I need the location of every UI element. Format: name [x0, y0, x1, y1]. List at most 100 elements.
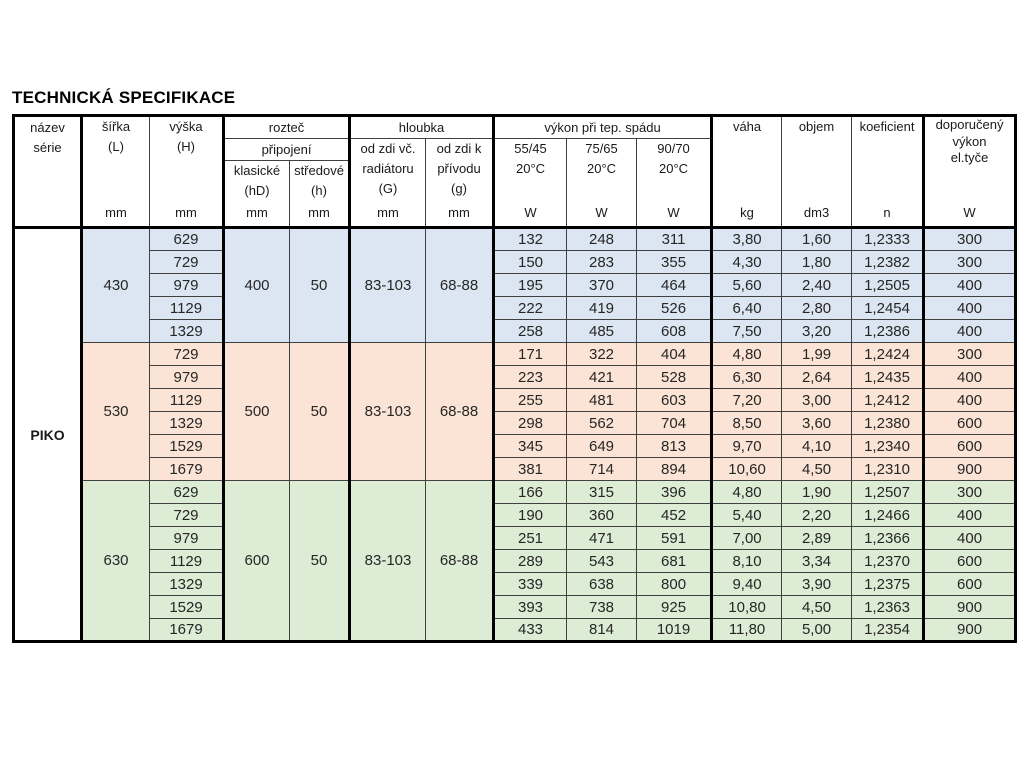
height-cell: 1529: [149, 595, 224, 619]
table-row: 1129 289 543 681 8,10 3,34 1,2370 600: [14, 549, 1017, 573]
volume-cell: 2,89: [781, 526, 853, 550]
table-row: 530 729 500 50 83-103 68-88 171 322 404 4,80 1,99 1…: [14, 342, 1017, 481]
volume-cell: 4,50: [781, 457, 853, 481]
width-cell: 630: [80, 480, 150, 642]
power-90-70-cell: 925: [636, 595, 713, 619]
col-group-depth: hloubka: [347, 115, 495, 139]
col-subgroup-connection: připojení: [222, 138, 350, 161]
pitch-central-cell: 50: [289, 227, 350, 343]
volume-cell: 3,20: [781, 319, 853, 343]
power-90-70-cell: 800: [636, 572, 713, 596]
depth-incl-radiator-cell: 83-103: [348, 342, 426, 481]
power-90-70-cell: 311: [636, 227, 713, 251]
pitch-central-cell: 50: [289, 480, 350, 642]
table-row: 979 195 370 464 5,60 2,40 1,2505 400: [14, 273, 1017, 297]
col-header-depth-to-supply: od zdi k přívodu (g) mm: [424, 138, 495, 229]
power-90-70-cell: 813: [636, 434, 713, 458]
spec-table-body: PIKO 430 629 400 50 83-103 68-88 132 248 311 3,80 1…: [13, 227, 1017, 642]
volume-cell: 3,60: [781, 411, 853, 435]
power-55-45-cell: 289: [492, 549, 568, 573]
height-cell: 1329: [149, 319, 224, 343]
weight-cell: 8,10: [710, 549, 783, 573]
volume-cell: 3,90: [781, 572, 853, 596]
power-55-45-cell: 150: [492, 250, 568, 274]
recommended-power-cell: 300: [922, 480, 1017, 504]
power-90-70-cell: 704: [636, 411, 713, 435]
power-75-65-cell: 738: [566, 595, 638, 619]
power-75-65-cell: 283: [566, 250, 638, 274]
col-header-power-90-70: 90/70 20°C W: [636, 138, 713, 229]
height-cell: 1679: [149, 618, 224, 642]
table-row: 979 223 421 528 6,30 2,64 1,2435 400: [14, 365, 1017, 389]
spec-table-header: název série šířka (L) mm výška (H) mm ro…: [13, 115, 1017, 229]
volume-cell: 1,99: [781, 342, 853, 366]
coefficient-cell: 1,2412: [851, 388, 925, 412]
coefficient-cell: 1,2366: [851, 526, 925, 550]
pitch-classic-cell: 500: [222, 342, 290, 481]
coefficient-cell: 1,2310: [851, 457, 925, 481]
power-55-45-cell: 255: [492, 388, 568, 412]
power-90-70-cell: 894: [636, 457, 713, 481]
coefficient-cell: 1,2424: [851, 342, 925, 366]
weight-cell: 9,40: [710, 572, 783, 596]
height-cell: 729: [149, 250, 224, 274]
power-55-45-cell: 190: [492, 503, 568, 527]
height-cell: 1679: [149, 457, 224, 481]
power-55-45-cell: 223: [492, 365, 568, 389]
coefficient-cell: 1,2333: [851, 227, 925, 251]
power-75-65-cell: 543: [566, 549, 638, 573]
recommended-power-cell: 400: [922, 388, 1017, 412]
power-90-70-cell: 528: [636, 365, 713, 389]
power-75-65-cell: 315: [566, 480, 638, 504]
col-header-power-75-65: 75/65 20°C W: [566, 138, 638, 229]
height-cell: 629: [149, 227, 224, 251]
recommended-power-cell: 400: [922, 526, 1017, 550]
power-55-45-cell: 345: [492, 434, 568, 458]
height-cell: 1329: [149, 411, 224, 435]
recommended-power-cell: 400: [922, 296, 1017, 320]
col-group-power: výkon při tep. spádu: [492, 115, 713, 139]
power-55-45-cell: 433: [492, 618, 568, 642]
coefficient-cell: 1,2370: [851, 549, 925, 573]
weight-cell: 9,70: [710, 434, 783, 458]
power-90-70-cell: 396: [636, 480, 713, 504]
weight-cell: 11,80: [710, 618, 783, 642]
power-90-70-cell: 404: [636, 342, 713, 366]
depth-to-supply-cell: 68-88: [424, 480, 495, 642]
volume-cell: 2,64: [781, 365, 853, 389]
power-75-65-cell: 562: [566, 411, 638, 435]
coefficient-cell: 1,2380: [851, 411, 925, 435]
col-header-recommended-power: doporučený výkon el.tyče W: [922, 115, 1017, 229]
coefficient-cell: 1,2340: [851, 434, 925, 458]
height-cell: 729: [149, 503, 224, 527]
height-cell: 979: [149, 365, 224, 389]
coefficient-cell: 1,2435: [851, 365, 925, 389]
table-row: 1329 258 485 608 7,50 3,20 1,2386 400: [14, 319, 1017, 343]
series-cell: PIKO: [13, 227, 82, 642]
power-90-70-cell: 464: [636, 273, 713, 297]
weight-cell: 3,80: [710, 227, 783, 251]
recommended-power-cell: 400: [922, 319, 1017, 343]
pitch-central-cell: 50: [289, 342, 350, 481]
page: TECHNICKÁ SPECIFIKACE název série šířka …: [12, 88, 1018, 643]
power-55-45-cell: 393: [492, 595, 568, 619]
coefficient-cell: 1,2466: [851, 503, 925, 527]
power-75-65-cell: 370: [566, 273, 638, 297]
weight-cell: 6,40: [710, 296, 783, 320]
header-row-1: název série šířka (L) mm výška (H) mm ro…: [13, 115, 1017, 229]
weight-cell: 8,50: [710, 411, 783, 435]
recommended-power-cell: 600: [922, 411, 1017, 435]
height-cell: 1129: [149, 296, 224, 320]
col-header-depth-incl-radiator: od zdi vč. radiátoru (G) mm: [348, 138, 426, 229]
recommended-power-cell: 600: [922, 549, 1017, 573]
power-75-65-cell: 360: [566, 503, 638, 527]
coefficient-cell: 1,2375: [851, 572, 925, 596]
col-header-weight: váha kg: [710, 115, 783, 229]
power-75-65-cell: 638: [566, 572, 638, 596]
table-row: 1679 381 714 894 10,60 4,50 1,2310 900: [14, 457, 1017, 481]
weight-cell: 4,80: [710, 342, 783, 366]
table-row: 1129 222 419 526 6,40 2,80 1,2454 400: [14, 296, 1017, 320]
weight-cell: 4,30: [710, 250, 783, 274]
coefficient-cell: 1,2505: [851, 273, 925, 297]
col-header-series: název série: [13, 115, 82, 229]
